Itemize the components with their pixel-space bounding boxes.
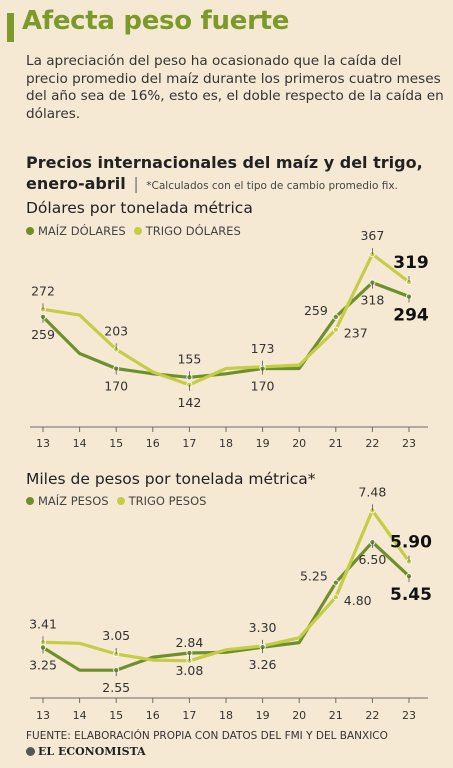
data-label: 5.25 [300,569,328,584]
data-label: 318 [360,293,384,308]
data-label: 173 [251,341,275,356]
x-tick-label: 14 [73,709,87,722]
data-label: 3.26 [249,657,277,672]
page-title: Afecta peso fuerte [22,6,290,36]
data-label: 4.80 [344,593,372,608]
data-label: 367 [360,228,384,243]
legend-dot-trigo [133,227,142,235]
data-point [332,313,339,320]
data-label: 259 [304,303,328,318]
chart1-svg: 13 14 15 16 17 18 19 20 21 22 23 272 259 203 170 155 142… [30,228,429,450]
chart2-title: Miles de pesos por tonelada métrica* [26,470,316,488]
x-tick-label: 17 [182,437,196,450]
legend-item-trigo-dolares: TRIGO DÓLARES [133,224,241,238]
legend-label-trigo-dolares: TRIGO DÓLARES [145,224,241,238]
data-label: 2.55 [102,680,130,695]
legend-dot-trigo [116,497,125,505]
chart1-title: Dólares por tonelada métrica [26,199,253,217]
data-label: 7.48 [358,484,386,499]
legend-item-trigo-pesos: TRIGO PESOS [116,494,207,508]
series-line-trigo [41,252,411,387]
legend-label-trigo-pesos: TRIGO PESOS [128,494,207,508]
data-label: 237 [344,326,368,341]
data-label: 142 [177,395,201,410]
title-accent-bar [7,13,14,42]
data-point [332,579,339,586]
x-tick-label: 19 [256,437,270,450]
x-tick-label: 15 [109,437,123,450]
data-label: 319 [393,253,429,273]
x-tick-label: 13 [36,709,50,722]
chart1-legend: MAÍZ DÓLARES TRIGO DÓLARES [26,224,241,238]
logo-icon [26,747,35,756]
subtitle: Precios internacionales del maíz y del t… [26,152,451,197]
x-tick-label: 22 [365,437,379,450]
x-tick-label: 23 [402,709,416,722]
chart2-svg: 13 14 15 16 17 18 19 20 21 22 23 3.41 3.25 3.05 2.55 2.… [29,484,432,722]
data-label: 272 [31,283,55,298]
data-label: 5.90 [390,533,432,553]
legend-dot-maiz [26,227,34,235]
series-line-trigo [41,508,411,663]
x-tick-label: 20 [292,437,306,450]
x-tick-label: 13 [36,437,50,450]
data-label: 170 [251,379,275,394]
legend-label-maiz-dolares: MAÍZ DÓLARES [38,224,126,238]
x-tick-label: 18 [219,437,233,450]
brand-logo: EL ECONOMISTA [26,745,146,758]
data-label: 170 [104,379,128,394]
description: La apreciación del peso ha ocasionado qu… [26,53,444,122]
source-note: FUENTE: ELABORACIÓN PROPIA CON DATOS DEL… [26,730,388,742]
brand-name: EL ECONOMISTA [38,745,146,758]
chart2-legend: MAÍZ PESOS TRIGO PESOS [26,494,206,508]
x-tick-label: 16 [146,709,160,722]
data-label: 259 [31,327,55,342]
x-tick-label: 16 [146,437,160,450]
x-tick-label: 18 [219,709,233,722]
legend-item-maiz-dolares: MAÍZ DÓLARES [26,224,126,238]
data-point [332,594,339,601]
data-label: 3.41 [29,616,57,631]
data-label: 5.45 [390,585,432,605]
x-tick-label: 22 [365,709,379,722]
x-tick-label: 19 [256,709,270,722]
x-tick-label: 21 [329,437,343,450]
x-tick-label: 14 [73,437,87,450]
legend-item-maiz-pesos: MAÍZ PESOS [26,494,109,508]
data-label: 3.08 [175,663,203,678]
data-label: 6.50 [358,552,386,567]
x-tick-label: 21 [329,709,343,722]
data-label: 203 [104,323,128,338]
data-label: 3.25 [29,657,57,672]
note: *Calculados con el tipo de cambio promed… [146,180,398,192]
data-point [332,326,339,333]
legend-dot-maiz [26,497,34,505]
subtitle-separator: | [133,174,139,193]
data-label: 155 [177,351,201,366]
subtitle-text: Precios internacionales del maíz y del t… [26,153,423,193]
x-tick-label: 15 [109,709,123,722]
data-label: 294 [393,306,429,326]
x-tick-label: 23 [402,437,416,450]
legend-label-maiz-pesos: MAÍZ PESOS [38,494,109,508]
data-label: 2.84 [175,635,203,650]
data-label: 3.30 [249,620,277,635]
data-label: 3.05 [102,628,130,643]
x-tick-label: 17 [182,709,196,722]
x-tick-label: 20 [292,709,306,722]
